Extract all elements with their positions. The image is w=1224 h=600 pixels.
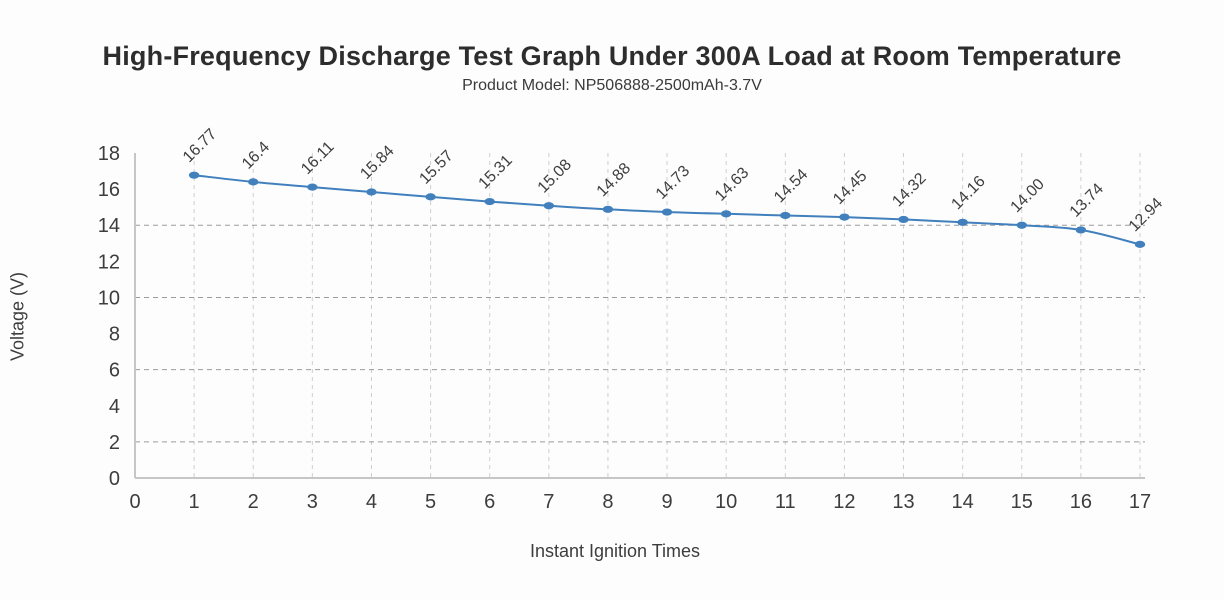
data-point-label: 12.94 [1126, 195, 1166, 235]
y-tick-label: 18 [98, 143, 120, 165]
data-point-label: 16.11 [298, 138, 338, 178]
x-tick-label: 10 [715, 491, 737, 513]
x-tick-label: 14 [952, 491, 974, 513]
x-tick-label: 1 [189, 491, 200, 513]
x-tick-label: 12 [833, 491, 855, 513]
data-point [188, 171, 200, 179]
x-tick-label: 3 [307, 491, 318, 513]
data-point-label: 15.31 [476, 152, 516, 192]
data-point-label: 14.73 [653, 162, 693, 202]
data-point [307, 183, 318, 191]
data-point [898, 215, 909, 224]
x-tick-label: 9 [661, 491, 672, 513]
data-point-label: 14.45 [830, 168, 870, 208]
data-point [484, 197, 495, 206]
chart-title: High-Frequency Discharge Test Graph Unde… [102, 41, 1122, 71]
x-tick-label: 7 [543, 491, 554, 513]
data-point [1134, 240, 1146, 248]
y-tick-label: 10 [98, 287, 120, 309]
data-point [1075, 226, 1087, 234]
data-point [957, 218, 968, 226]
x-tick-label: 0 [129, 491, 140, 513]
y-tick-label: 16 [98, 179, 120, 201]
data-point-label: 14.00 [1008, 176, 1048, 216]
x-tick-label: 8 [602, 491, 613, 513]
chart-subtitle: Product Model: NP506888-2500mAh-3.7V [462, 77, 762, 94]
x-tick-label: 16 [1070, 491, 1092, 513]
y-tick-label: 12 [98, 251, 120, 273]
data-point [1016, 221, 1027, 229]
data-point-label: 15.57 [416, 147, 456, 187]
x-tick-label: 6 [484, 491, 495, 513]
data-point [661, 208, 673, 216]
y-tick-label: 6 [109, 360, 120, 382]
x-tick-label: 2 [248, 491, 259, 513]
x-tick-label: 17 [1129, 491, 1151, 513]
data-point-label: 14.63 [712, 164, 752, 204]
data-point [366, 188, 377, 196]
x-tick-label: 15 [1011, 491, 1033, 513]
y-axis-title: Voltage (V) [7, 271, 28, 362]
data-point-label: 15.08 [535, 156, 575, 196]
data-point-label: 14.88 [594, 160, 634, 200]
data-point [839, 213, 850, 221]
data-point-label: 14.54 [771, 166, 811, 206]
x-tick-label: 5 [425, 491, 436, 513]
data-point [248, 178, 259, 186]
data-point [543, 202, 555, 210]
data-point-label: 15.84 [357, 142, 397, 182]
x-tick-label: 4 [366, 491, 377, 513]
data-point [425, 193, 436, 201]
y-tick-label: 2 [109, 432, 120, 454]
data-point [780, 211, 791, 220]
data-point-label: 14.16 [948, 173, 988, 213]
x-tick-label: 11 [775, 491, 796, 513]
y-tick-label: 8 [109, 324, 120, 346]
y-tick-label: 14 [98, 215, 120, 237]
data-point [602, 205, 614, 213]
data-point-label: 13.74 [1067, 180, 1107, 220]
x-tick-label: 13 [892, 491, 914, 513]
y-tick-label: 4 [109, 396, 120, 418]
x-axis-title: Instant Ignition Times [529, 541, 701, 561]
data-point-label: 16.4 [239, 139, 273, 173]
data-point-label: 16.77 [180, 126, 220, 166]
data-point-label: 14.32 [889, 170, 929, 210]
data-point [720, 210, 732, 218]
y-tick-label: 0 [109, 468, 120, 490]
